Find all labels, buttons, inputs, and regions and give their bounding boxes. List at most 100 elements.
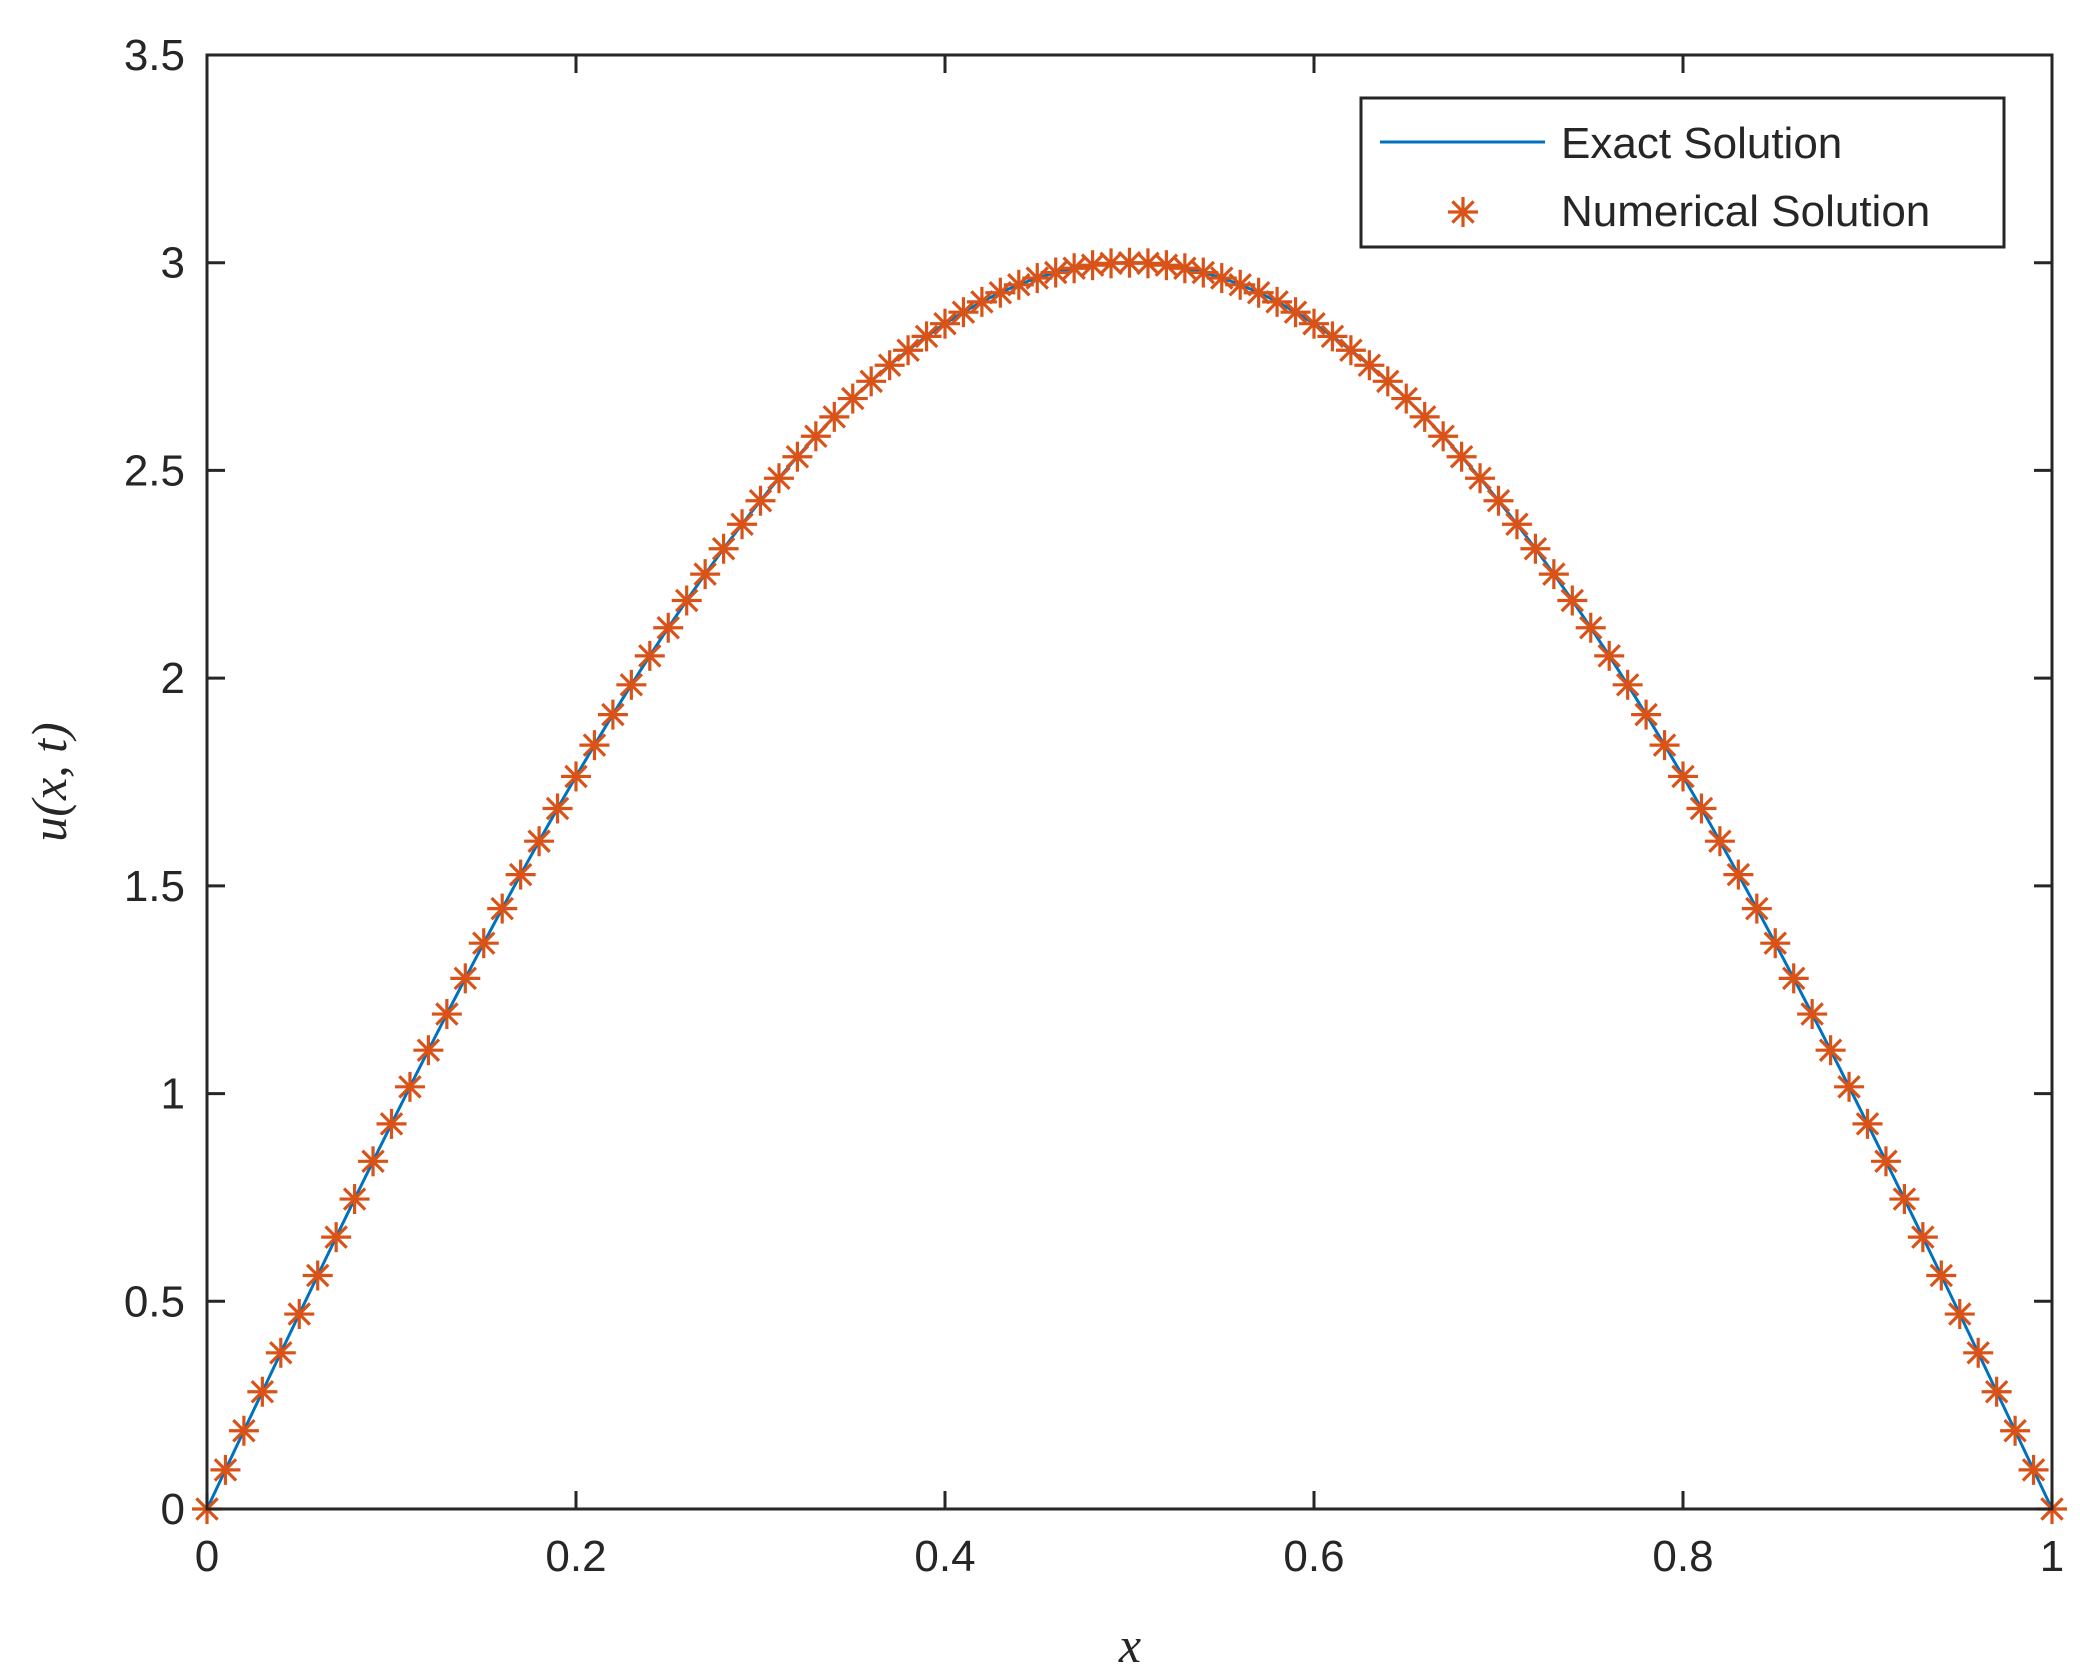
numerical-solution-marker [763,463,794,494]
numerical-solution-marker [1409,401,1440,432]
numerical-solution-marker [930,308,960,339]
numerical-solution-marker [1262,286,1293,317]
numerical-solution-marker [321,1222,352,1253]
numerical-solution-marker [1132,248,1163,279]
numerical-solution-marker [837,383,868,414]
numerical-solution-marker [394,1071,425,1102]
numerical-solution-marker [542,793,573,824]
numerical-solution-marker [1870,1146,1901,1177]
legend-box [1359,96,2006,249]
numerical-solution-marker [2018,1454,2049,1485]
numerical-solution-marker [1022,263,1053,294]
numerical-solution-marker [1594,640,1625,671]
numerical-solution-marker [782,441,813,472]
plot-area [207,55,2052,1509]
numerical-solution-marker [376,1108,407,1139]
numerical-solution-marker [1963,1337,1994,1368]
numerical-solution-marker [265,1337,296,1368]
numerical-solution-marker [561,761,591,792]
numerical-solution-marker [597,699,628,730]
numerical-solution-marker [671,585,702,616]
legend-marker-sample [1448,197,1478,227]
x-tick-label: 0.6 [1283,1532,1344,1581]
y-tick-label: 3.5 [124,31,185,80]
numerical-solution-marker [1465,463,1496,494]
x-tick-labels: 0 0.2 0.4 0.6 0.8 1 [195,1532,2064,1581]
legend-label-numerical: Numerical Solution [1561,187,1930,236]
x-tick-label: 0.4 [914,1532,975,1581]
numerical-solution-marker [1631,699,1662,730]
numerical-solution-marker [468,928,499,959]
numerical-solution-marker [634,640,665,671]
numerical-solution-marker [358,1146,389,1177]
numerical-solution-marker [210,1454,241,1485]
numerical-solution-marker [524,826,555,857]
numerical-solution-marker [1059,253,1090,284]
numerical-solution-marker [1354,350,1385,381]
numerical-solution-marker [1834,1071,1865,1102]
x-tick-label: 1 [2040,1532,2064,1581]
numerical-solution-marker [1151,250,1182,281]
numerical-solution-marker [1557,585,1588,616]
numerical-solution-marker [1926,1260,1957,1291]
numerical-solution-marker [1944,1299,1975,1330]
ticks-layer [205,53,2054,1511]
numerical-solution-marker [284,1299,315,1330]
x-axis-label: x [1118,1617,1141,1672]
numerical-solution-marker [413,1035,444,1066]
numerical-solution-marker [1335,335,1366,366]
numerical-solution-marker [1299,308,1329,339]
numerical-solution-marker [1981,1376,2012,1407]
y-axis-label: u(x, t) [21,722,77,841]
numerical-solution-marker [579,730,610,761]
numerical-solution-marker [1077,250,1108,281]
numerical-solution-marker [745,485,776,516]
numerical-solution-marker [487,893,518,924]
numerical-solution-marker [431,999,462,1030]
numerical-solution-marker [1538,559,1569,590]
numerical-solution-marker [1778,963,1809,994]
numerical-solution-marker [1280,297,1311,328]
numerical-solution-marker [1723,859,1754,890]
numerical-solution-marker [856,366,887,397]
numerical-solution-marker [1520,533,1551,564]
numerical-solution-marker [893,335,924,366]
numerical-solution-marker [247,1376,278,1407]
numerical-solution-marker [1575,612,1606,643]
numerical-solution-marker [1907,1222,1938,1253]
numerical-solution-layer [192,247,2067,1524]
numerical-solution-marker [302,1260,333,1291]
numerical-solution-marker [339,1184,370,1215]
numerical-solution-marker [228,1415,259,1446]
numerical-solution-marker [1483,485,1514,516]
numerical-solution-marker [1169,253,1200,284]
numerical-solution-marker [1317,321,1348,352]
numerical-solution-marker [1852,1108,1883,1139]
numerical-solution-marker [1040,257,1071,288]
axes-box [205,53,2054,1511]
numerical-solution-marker [1501,509,1532,540]
legend-asterisk-icon [1448,197,1478,227]
y-tick-label: 1.5 [124,862,185,911]
y-tick-label: 3 [161,239,185,288]
numerical-solution-marker [2000,1415,2031,1446]
y-tick-label: 0 [161,1485,185,1534]
numerical-solution-marker [819,401,850,432]
numerical-solution-marker [708,533,739,564]
x-tick-label: 0 [195,1532,219,1581]
numerical-solution-marker [874,350,905,381]
numerical-solution-marker [1428,421,1459,452]
x-tick-label: 0.2 [545,1532,606,1581]
y-tick-label: 0.5 [124,1277,185,1326]
numerical-solution-marker [1612,669,1643,700]
legend-label-exact: Exact Solution [1561,119,1842,168]
numerical-solution-marker [450,963,481,994]
numerical-solution-marker [800,421,831,452]
numerical-solution-marker [616,669,647,700]
y-tick-label: 1 [161,1070,185,1119]
numerical-solution-marker [690,559,721,590]
y-tick-labels: 0 0.5 1 1.5 2 2.5 3 3.5 [124,31,185,1534]
numerical-solution-marker [1446,441,1477,472]
numerical-solution-marker [1704,826,1735,857]
